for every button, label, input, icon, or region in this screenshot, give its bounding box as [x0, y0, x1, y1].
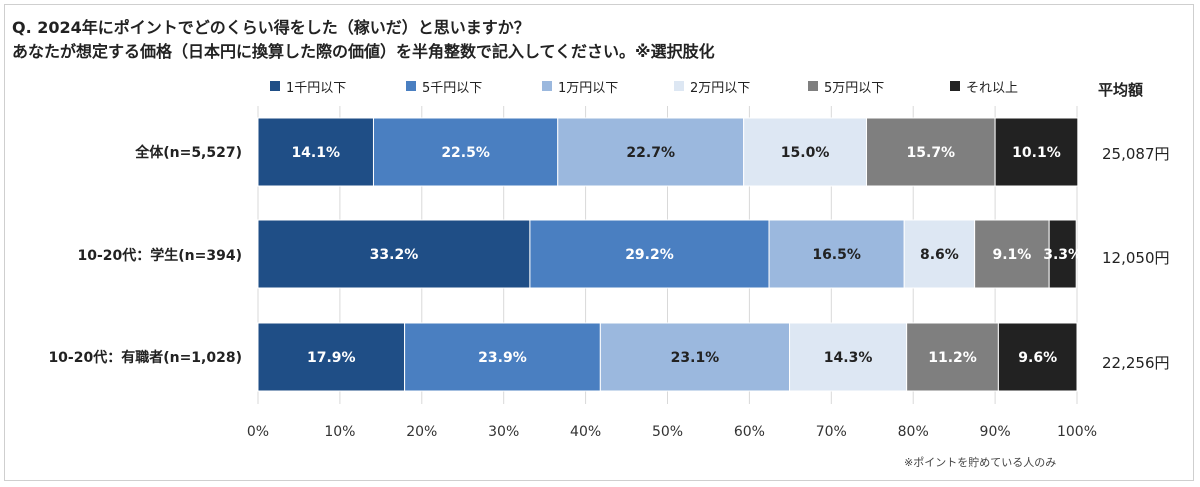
average-value-all: 25,087円	[1102, 145, 1170, 163]
bar-segment	[743, 117, 868, 187]
bar-segment	[599, 322, 791, 392]
row-label-students: 10-20代：学生(n=394)	[77, 248, 243, 264]
bar-segment	[768, 219, 905, 289]
data-label: 10.1%	[1012, 145, 1061, 161]
bar-segment	[257, 219, 531, 289]
x-tick-label: 70%	[816, 424, 847, 440]
data-label: 17.9%	[307, 350, 356, 366]
bar-segment	[529, 219, 770, 289]
legend-swatch	[950, 81, 960, 91]
data-label: 9.6%	[1018, 350, 1057, 366]
data-label: 22.7%	[626, 145, 675, 161]
data-label: 15.0%	[781, 145, 830, 161]
data-label: 15.7%	[907, 145, 956, 161]
bar-segment	[903, 219, 976, 289]
data-label: 29.2%	[625, 247, 674, 263]
data-label: 33.2%	[370, 247, 419, 263]
data-label: 8.6%	[920, 247, 959, 263]
legend-swatch	[270, 81, 280, 91]
x-tick-label: 30%	[488, 424, 519, 440]
bar-segment	[257, 117, 374, 187]
bar-segment	[789, 322, 908, 392]
data-label: 16.5%	[812, 247, 861, 263]
legend-label: 5万円以下	[824, 81, 885, 96]
bar-segment	[557, 117, 745, 187]
x-tick-label: 50%	[652, 424, 683, 440]
bar-segment	[906, 322, 999, 392]
average-value-students: 12,050円	[1102, 249, 1170, 267]
x-tick-label: 80%	[898, 424, 929, 440]
data-label: 11.2%	[928, 350, 977, 366]
footnote: ※ポイントを貯めている人のみ	[904, 456, 1057, 469]
bar-segment	[974, 219, 1050, 289]
legend-swatch	[542, 81, 552, 91]
bar-segment	[1048, 219, 1077, 289]
row-label-all: 全体(n=5,527)	[135, 145, 242, 161]
legend-swatch	[406, 81, 416, 91]
legend-label: それ以上	[966, 81, 1019, 96]
bar-segment	[372, 117, 559, 187]
x-tick-label: 20%	[406, 424, 437, 440]
x-tick-label: 10%	[324, 424, 355, 440]
x-tick-label: 60%	[734, 424, 765, 440]
x-tick-label: 100%	[1057, 424, 1097, 440]
question-line-2: あなたが想定する価格（日本円に換算した際の価値）を半角整数で記入してください。※…	[12, 42, 715, 61]
bar-segment	[997, 322, 1078, 392]
x-tick-label: 40%	[570, 424, 601, 440]
bar-segment	[994, 117, 1079, 187]
x-tick-label: 90%	[980, 424, 1011, 440]
bar-segment	[404, 322, 601, 392]
data-label: 14.3%	[824, 350, 873, 366]
data-label: 22.5%	[441, 145, 490, 161]
chart-frame	[4, 4, 1194, 481]
question-line-1: Q. 2024年にポイントでどのくらい得をした（稼いだ）と思いますか？	[12, 18, 530, 37]
data-label: 23.1%	[671, 350, 720, 366]
legend-label: 5千円以下	[422, 81, 483, 96]
x-tick-label: 0%	[247, 424, 269, 440]
legend-swatch	[808, 81, 818, 91]
data-label: 14.1%	[291, 145, 340, 161]
row-label-workers: 10-20代：有職者(n=1,028)	[48, 350, 242, 366]
legend-label: 1千円以下	[286, 81, 347, 96]
data-label: 3.3%	[1043, 247, 1082, 263]
average-header: 平均額	[1098, 81, 1144, 99]
data-label: 23.9%	[478, 350, 527, 366]
legend-swatch	[674, 81, 684, 91]
legend-label: 1万円以下	[558, 81, 619, 96]
data-label: 9.1%	[992, 247, 1031, 263]
average-value-workers: 22,256円	[1102, 354, 1170, 372]
legend-label: 2万円以下	[690, 81, 751, 96]
